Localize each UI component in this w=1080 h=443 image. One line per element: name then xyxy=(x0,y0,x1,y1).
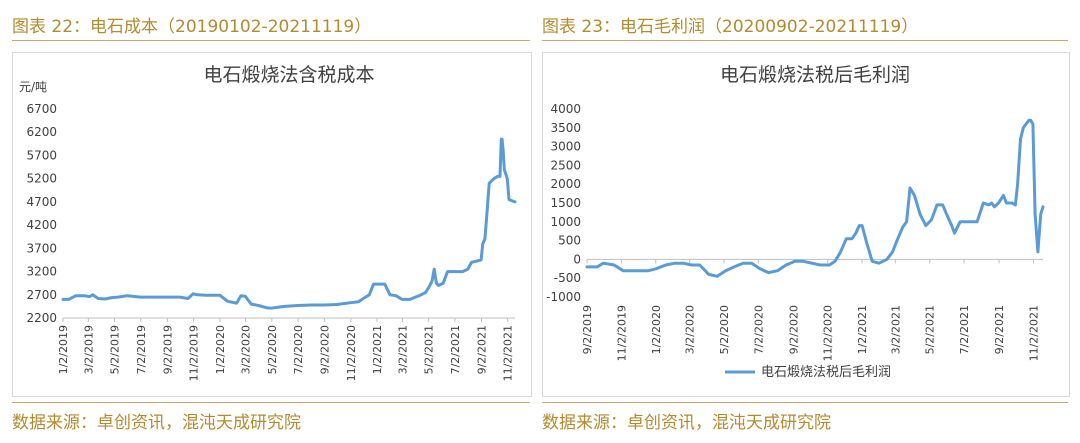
caption-divider-right xyxy=(542,40,1068,41)
x-tick-label: 3/2/2020 xyxy=(240,325,253,374)
x-tick-label: 3/2/2021 xyxy=(396,325,409,374)
chart-title: 电石煅烧法税后毛利润 xyxy=(720,64,910,86)
x-tick-label: 7/2/2021 xyxy=(449,325,462,374)
y-tick-label: 5700 xyxy=(26,148,57,162)
x-tick-label: 1/2/2019 xyxy=(57,325,70,374)
y-tick-label: 5200 xyxy=(26,172,57,186)
series-line xyxy=(61,137,517,310)
x-tick-label: 9/2/2019 xyxy=(581,305,594,354)
x-tick-label: 1/2/2020 xyxy=(214,325,227,374)
y-tick-label: 6200 xyxy=(26,125,57,139)
x-tick-label: 1/2/2021 xyxy=(371,325,384,374)
x-tick-label: 7/2/2020 xyxy=(292,325,305,374)
x-tick-label: 7/2/2019 xyxy=(135,325,148,374)
y-tick-label: 500 xyxy=(558,234,581,248)
x-tick-label: 11/2/2019 xyxy=(188,325,201,381)
x-tick-label: 1/2/2021 xyxy=(856,305,869,354)
x-tick-label: 11/2/2019 xyxy=(615,305,628,361)
y-tick-label: 2200 xyxy=(26,311,57,325)
y-tick-label: 3200 xyxy=(26,265,57,279)
source-divider-left xyxy=(12,402,530,403)
x-tick-label: 7/2/2021 xyxy=(958,305,971,354)
chart-panel-profit: 电石煅烧法税后毛利润 -1000 -500 0 500 1000 1500 2000 2500 3… xyxy=(542,52,1070,397)
x-tick-label: 9/2/2020 xyxy=(319,325,332,374)
y-tick-label: 4000 xyxy=(550,102,581,116)
x-tick-label: 3/2/2020 xyxy=(684,305,697,354)
x-tick-label: 11/2/2021 xyxy=(1027,305,1040,361)
x-tick-label: 9/2/2021 xyxy=(993,305,1006,354)
x-tick-label: 1/2/2020 xyxy=(650,305,663,354)
x-tick-label: 11/2/2020 xyxy=(345,325,358,381)
y-tick-label: 3500 xyxy=(550,121,581,135)
y-axis-unit-label: 元/吨 xyxy=(19,80,47,94)
x-tick-label: 5/2/2019 xyxy=(109,325,122,374)
y-tick-label: 0 xyxy=(573,252,581,266)
y-tick-label: -1000 xyxy=(546,290,581,304)
x-tick-label: 11/2/2020 xyxy=(822,305,835,361)
source-note-right: 数据来源：卓创资讯，混沌天成研究院 xyxy=(542,413,831,433)
y-tick-label: 3700 xyxy=(26,241,57,255)
y-tick-label: 4200 xyxy=(26,218,57,232)
x-tick-label: 3/2/2019 xyxy=(82,325,95,374)
x-tick-label: 5/2/2020 xyxy=(718,305,731,354)
chart-panel-cost: 电石煅烧法含税成本元/吨 2200 2700 3200 3700 4200 4700 5200… xyxy=(12,52,532,397)
x-tick-label: 5/2/2020 xyxy=(266,325,279,374)
chart-title: 电石煅烧法含税成本 xyxy=(203,64,374,86)
figure-caption-left: 图表 22：电石成本（20190102-20211119） xyxy=(12,17,372,37)
legend-label: 电石煅烧法税后毛利润 xyxy=(761,364,891,380)
y-tick-label: 2500 xyxy=(550,158,581,172)
x-tick-label: 5/2/2021 xyxy=(924,305,937,354)
y-tick-label: 2700 xyxy=(26,288,57,302)
y-tick-label: 1500 xyxy=(550,196,581,210)
x-tick-label: 11/2/2021 xyxy=(502,325,515,381)
x-tick-label: 9/2/2019 xyxy=(161,325,174,374)
x-tick-label: 7/2/2020 xyxy=(752,305,765,354)
figure-caption-right: 图表 23：电石毛利润（20200902-20211119） xyxy=(542,17,919,37)
y-tick-label: 3000 xyxy=(550,140,581,154)
x-tick-label: 3/2/2021 xyxy=(889,305,902,354)
x-tick-label: 9/2/2020 xyxy=(787,305,800,354)
series-line xyxy=(585,118,1045,278)
x-tick-label: 5/2/2021 xyxy=(423,325,436,374)
profit-line-chart: 电石煅烧法税后毛利润 -1000 -500 0 500 1000 1500 2000 2500 3… xyxy=(546,64,1045,380)
y-tick-label: 6700 xyxy=(26,102,57,116)
caption-divider-left xyxy=(12,40,530,41)
x-tick-label: 9/2/2021 xyxy=(475,325,488,374)
y-tick-label: 2000 xyxy=(550,177,581,191)
y-tick-label: 1000 xyxy=(550,215,581,229)
source-note-left: 数据来源：卓创资讯，混沌天成研究院 xyxy=(12,413,301,433)
source-divider-right xyxy=(542,402,1068,403)
y-tick-label: -500 xyxy=(554,271,581,285)
y-tick-label: 4700 xyxy=(26,195,57,209)
